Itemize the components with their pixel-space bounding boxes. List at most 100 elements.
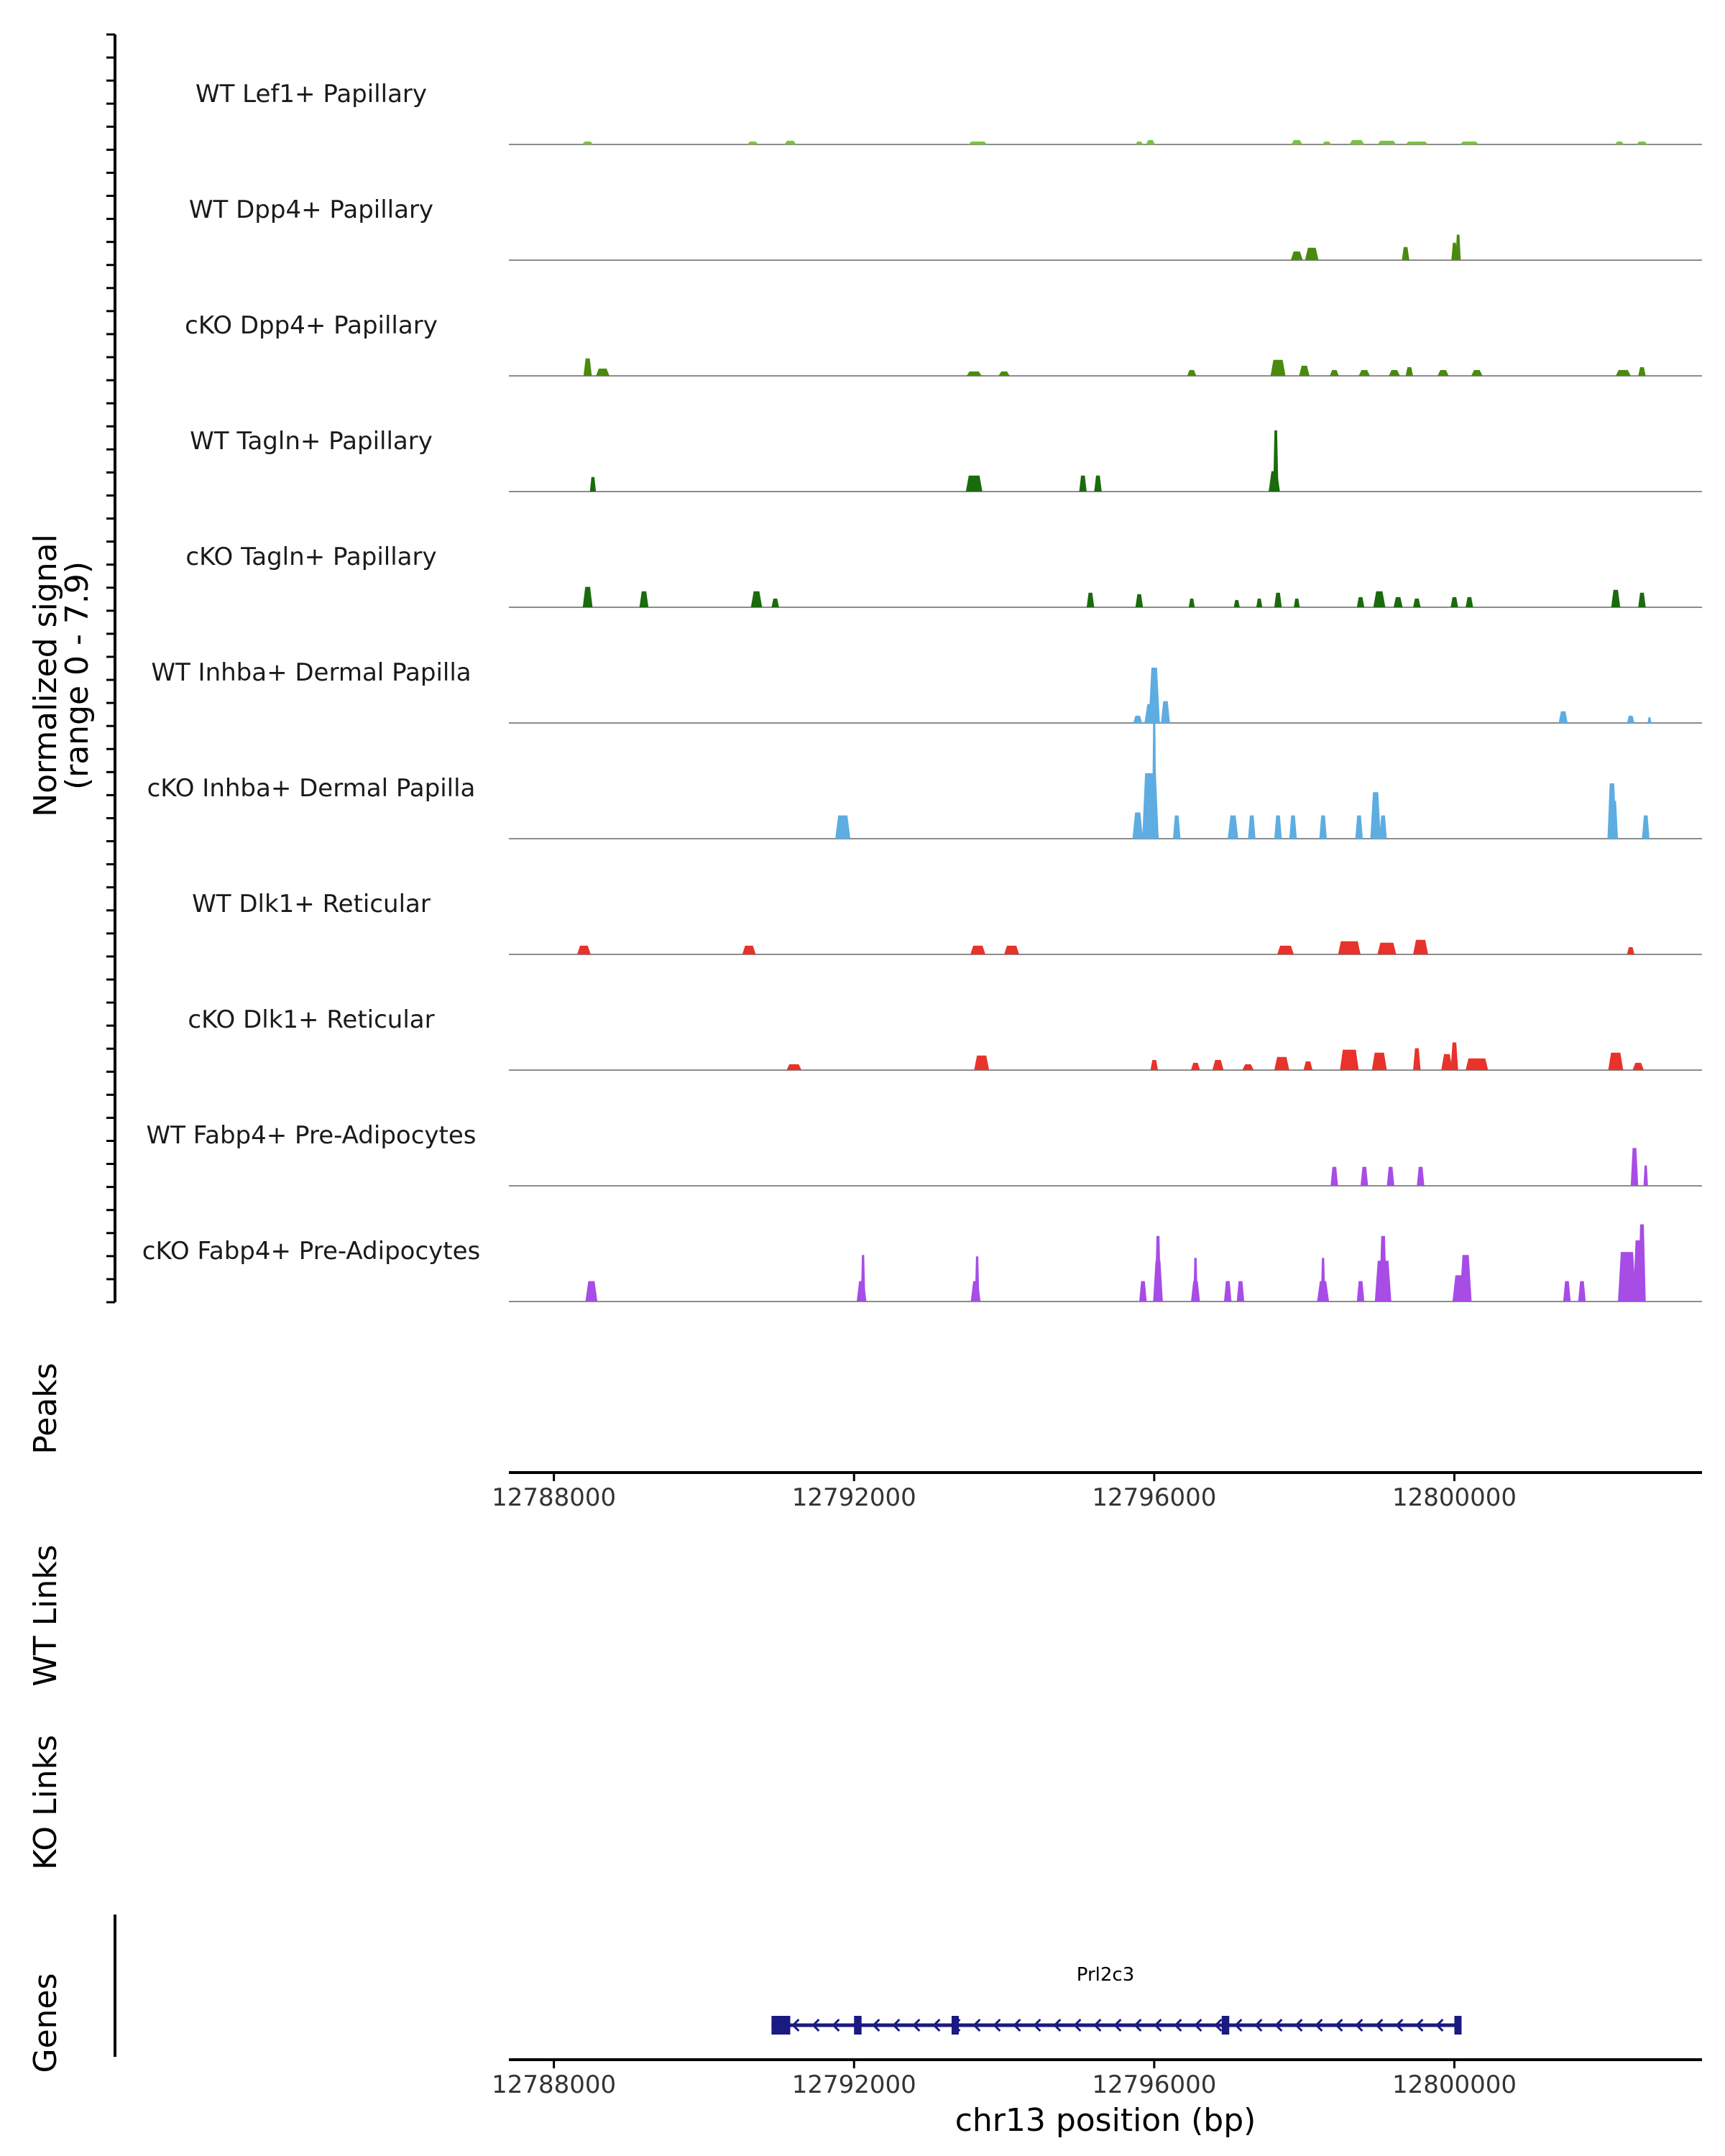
signal-peak <box>583 358 592 376</box>
signal-peak <box>1377 140 1397 144</box>
track-label: cKO Tagln+ Papillary <box>185 543 436 571</box>
signal-peak <box>1627 715 1635 723</box>
signal-peak <box>1248 815 1256 839</box>
signal-y-axis <box>106 33 116 1304</box>
signal-peak <box>1379 815 1387 839</box>
signal-peak <box>1135 141 1144 144</box>
signal-peak <box>1386 1166 1394 1186</box>
signal-peak <box>1558 711 1568 723</box>
strand-arrow <box>972 2018 981 2032</box>
strand-arrow <box>791 2018 800 2032</box>
strand-arrow <box>1375 2018 1384 2032</box>
signal-peak <box>1228 815 1238 839</box>
strand-arrow <box>1294 2018 1303 2032</box>
signal-peak <box>1455 234 1461 260</box>
genes-x-ticks: 12788000 12792000 12796000 12800000 <box>492 2060 1517 2099</box>
strand-arrow <box>1214 2018 1223 2032</box>
track-wt-dlk1-reticular: WT Dlk1+ Reticular <box>192 890 1702 955</box>
track-label: WT Fabp4+ Pre-Adipocytes <box>147 1121 477 1150</box>
signal-peak <box>1373 591 1386 607</box>
signal-peak <box>1322 141 1332 144</box>
signal-peak <box>1338 941 1361 954</box>
signal-peak <box>1274 592 1282 607</box>
signal-peak <box>1161 701 1170 723</box>
signal-peak <box>1223 1281 1232 1302</box>
track-label: WT Dlk1+ Reticular <box>192 890 431 918</box>
signal-peak <box>1358 369 1371 376</box>
gene-exon <box>771 2016 791 2035</box>
strand-arrow <box>1274 2018 1283 2032</box>
signal-peak <box>1611 589 1621 607</box>
gene-exon <box>1221 2016 1230 2035</box>
signal-peak <box>1079 475 1087 492</box>
signal-peak <box>1004 945 1019 954</box>
strand-arrow <box>1315 2018 1323 2032</box>
signal-peak <box>1154 1235 1162 1302</box>
signal-peak <box>1256 598 1263 607</box>
x-tick-label: 12788000 <box>492 2070 616 2099</box>
signal-peak <box>1578 1281 1586 1302</box>
x-axis-title: chr13 position (bp) <box>955 2102 1256 2139</box>
signal-peak <box>1212 1059 1224 1070</box>
track-label: WT Dpp4+ Papillary <box>189 195 433 224</box>
signal-peak <box>1356 596 1365 607</box>
signal-peak <box>1191 1062 1200 1070</box>
strand-arrow <box>1194 2018 1202 2032</box>
signal-peak <box>1636 141 1648 144</box>
track-cko-fabp4-pre-adipocytes: cKO Fabp4+ Pre-Adipocytes <box>142 1224 1702 1302</box>
ko-links-label: KO Links <box>27 1735 64 1870</box>
strand-arrow <box>993 2018 1001 2032</box>
signal-peak <box>1466 596 1473 607</box>
strand-arrow <box>1254 2018 1263 2032</box>
signal-peak <box>1356 1281 1365 1302</box>
signal-peak <box>1417 1166 1425 1186</box>
signal-peak <box>1294 598 1300 607</box>
x-tick-label: 12792000 <box>792 2070 916 2099</box>
signal-peak <box>860 1255 865 1302</box>
signal-peak <box>1638 367 1646 376</box>
signal-peak <box>1413 939 1428 954</box>
signal-peak <box>1471 369 1483 376</box>
strand-arrow <box>1033 2018 1041 2032</box>
signal-peak <box>1614 141 1624 144</box>
signal-peak <box>1379 1235 1387 1302</box>
strand-arrow <box>832 2018 840 2032</box>
signal-peak <box>742 945 756 954</box>
signal-peak <box>582 586 593 607</box>
signal-peak <box>1149 668 1160 723</box>
track-cko-dpp4-papillary: cKO Dpp4+ Papillary <box>185 311 1702 377</box>
signal-peak <box>585 1281 598 1302</box>
signal-peak <box>1242 1064 1254 1070</box>
x-tick-label: 12792000 <box>792 1483 916 1512</box>
strand-arrow <box>1415 2018 1424 2032</box>
gene-exon <box>951 2016 959 2035</box>
signal-peak <box>970 945 985 954</box>
signal-peak <box>1270 359 1286 376</box>
signal-peak <box>1151 724 1156 839</box>
signal-peak <box>1450 596 1458 607</box>
signal-peak <box>747 141 759 144</box>
strand-arrow <box>872 2018 880 2032</box>
x-tick-label: 12796000 <box>1092 2070 1216 2099</box>
signal-peak <box>1319 815 1327 839</box>
signal-peak <box>1135 594 1144 607</box>
strand-arrow <box>1174 2018 1182 2032</box>
track-wt-lef1-papillary: WT Lef1+ Papillary <box>196 80 1702 145</box>
signal-peak <box>786 1064 802 1070</box>
signal-peak <box>1563 1281 1571 1302</box>
signal-peak <box>1146 139 1155 144</box>
strand-arrow <box>1435 2018 1444 2032</box>
track-cko-dlk1-reticular: cKO Dlk1+ Reticular <box>188 1005 1702 1071</box>
signal-peak <box>1330 1166 1338 1186</box>
y-axis-range: (range 0 - 7.9) <box>59 561 96 790</box>
signal-peak <box>1305 247 1319 260</box>
signal-peak <box>966 371 982 376</box>
signal-peak <box>1618 1252 1637 1302</box>
coverage-tracks: WT Lef1+ Papillary WT Dpp4+ Papillary cKO … <box>142 80 1702 1302</box>
signal-peak <box>1627 946 1635 954</box>
track-wt-inhba-dermal-papilla: WT Inhba+ Dermal Papilla <box>151 658 1702 724</box>
genes-panel-label: Genes <box>27 1973 64 2073</box>
x-tick-label: 12788000 <box>492 1483 616 1512</box>
gene-model-prl2c3 <box>771 2016 1462 2035</box>
signal-peak <box>1349 139 1365 144</box>
